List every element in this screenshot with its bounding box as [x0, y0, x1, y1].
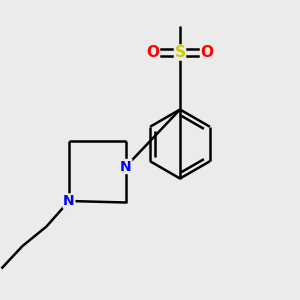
Text: O: O: [146, 45, 160, 60]
Text: N: N: [63, 194, 75, 208]
Text: S: S: [175, 45, 185, 60]
Text: O: O: [200, 45, 214, 60]
Text: N: N: [120, 160, 132, 173]
